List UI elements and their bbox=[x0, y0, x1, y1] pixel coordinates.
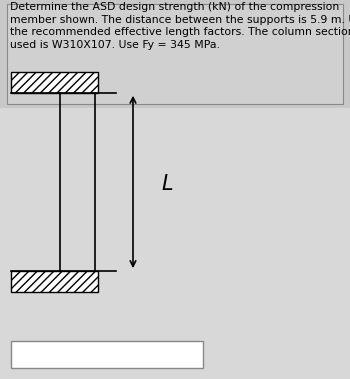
Bar bbox=[10, 271, 98, 292]
Bar bbox=[0, 0, 350, 108]
Bar bbox=[10, 341, 203, 368]
Bar bbox=[10, 72, 98, 93]
Text: $L$: $L$ bbox=[161, 174, 173, 194]
Text: Determine the ASD design strength (kN) of the compression
member shown. The dist: Determine the ASD design strength (kN) o… bbox=[10, 2, 350, 50]
FancyBboxPatch shape bbox=[7, 4, 343, 104]
